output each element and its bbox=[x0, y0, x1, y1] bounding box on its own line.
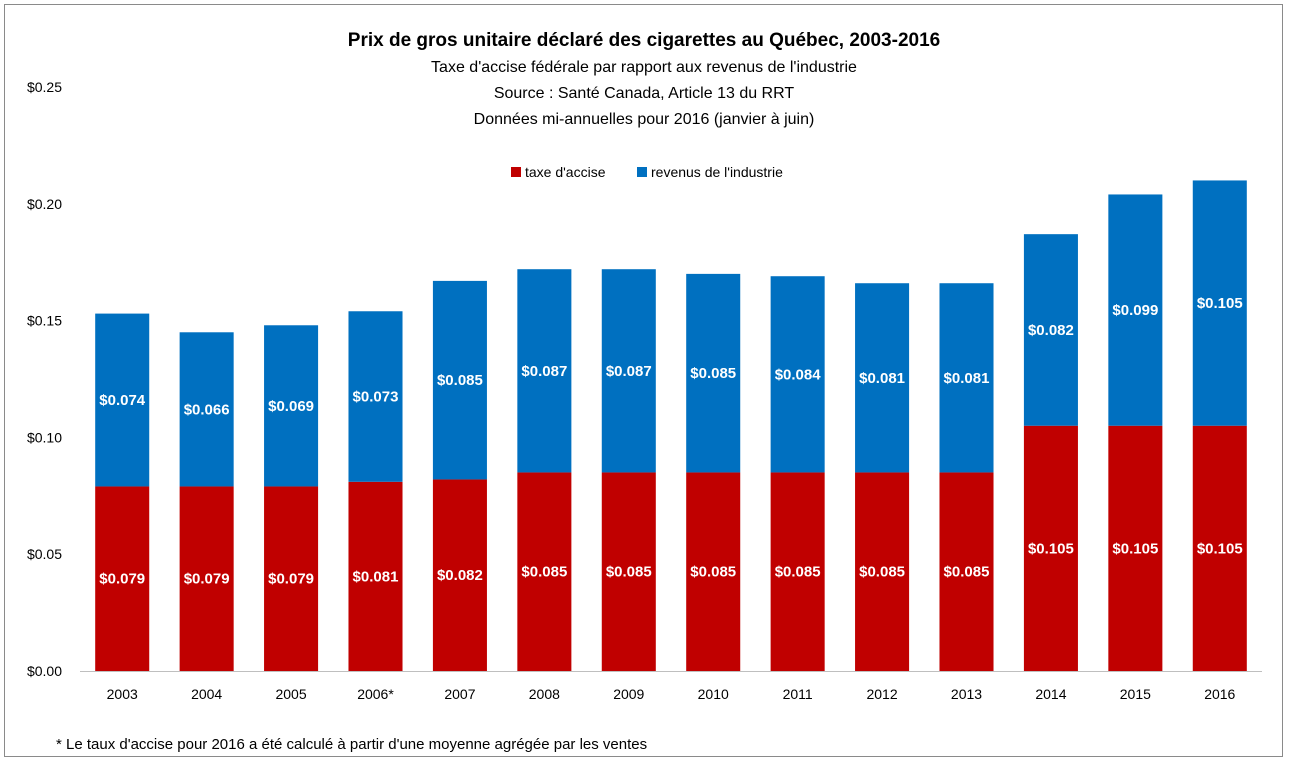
data-label-industry: $0.066 bbox=[184, 401, 230, 418]
bar-segment-industry bbox=[95, 313, 150, 487]
bar-segment-excise bbox=[855, 472, 910, 671]
x-tick-label: 2010 bbox=[698, 686, 729, 702]
bar-segment-excise bbox=[1192, 425, 1247, 671]
legend-label-excise: taxe d'accise bbox=[525, 164, 606, 180]
bar-segment-industry bbox=[264, 325, 319, 487]
x-tick-label: 2005 bbox=[275, 686, 306, 702]
data-label-excise: $0.079 bbox=[184, 571, 230, 588]
data-label-industry: $0.074 bbox=[99, 392, 146, 409]
data-label-industry: $0.085 bbox=[437, 372, 483, 389]
x-tick-label: 2016 bbox=[1204, 686, 1235, 702]
bar-segment-industry bbox=[179, 332, 234, 487]
bar-segment-excise bbox=[95, 486, 150, 671]
bars: $0.079 $0.074 $0.079 $0.066 $0.079 $0.069 $0.0… bbox=[95, 180, 1247, 671]
bar-segment-excise bbox=[432, 479, 487, 671]
bar-segment-excise bbox=[264, 486, 319, 671]
data-label-industry: $0.085 bbox=[690, 365, 736, 382]
bar-segment-excise bbox=[1023, 425, 1078, 671]
x-tick-label: 2015 bbox=[1120, 686, 1151, 702]
data-label-industry: $0.081 bbox=[859, 370, 905, 387]
bar-segment-industry bbox=[1192, 180, 1247, 426]
y-tick-label: $0.20 bbox=[27, 196, 62, 212]
bar-segment-industry bbox=[939, 283, 994, 473]
y-tick-label: $0.05 bbox=[27, 546, 62, 562]
bar-segment-industry bbox=[855, 283, 910, 473]
x-tick-label: 2008 bbox=[529, 686, 560, 702]
bar-segment-excise bbox=[517, 472, 572, 671]
x-tick-label: 2003 bbox=[107, 686, 138, 702]
y-tick-label: $0.25 bbox=[27, 79, 62, 95]
data-label-excise: $0.105 bbox=[1197, 540, 1243, 557]
bar-segment-excise bbox=[348, 481, 403, 671]
bar-segment-excise bbox=[770, 472, 825, 671]
y-tick-label: $0.15 bbox=[27, 313, 62, 329]
data-label-industry: $0.069 bbox=[268, 398, 314, 415]
y-tick-label: $0.00 bbox=[27, 663, 62, 679]
bar-segment-excise bbox=[686, 472, 741, 671]
x-tick-label: 2006* bbox=[357, 686, 394, 702]
data-label-industry: $0.082 bbox=[1028, 322, 1074, 339]
data-label-excise: $0.085 bbox=[775, 564, 821, 581]
data-label-excise: $0.105 bbox=[1028, 540, 1074, 557]
data-label-industry: $0.099 bbox=[1112, 302, 1158, 319]
x-tick-label: 2004 bbox=[191, 686, 222, 702]
data-label-excise: $0.085 bbox=[944, 564, 990, 581]
bar-segment-industry bbox=[686, 273, 741, 473]
bar-segment-excise bbox=[601, 472, 656, 671]
data-label-excise: $0.085 bbox=[690, 564, 736, 581]
bar-segment-industry bbox=[1108, 194, 1163, 426]
bar-segment-industry bbox=[601, 269, 656, 473]
data-label-excise: $0.079 bbox=[268, 571, 314, 588]
data-label-industry: $0.084 bbox=[775, 366, 822, 383]
x-axis: 2003 2004 2005 2006* 2007 2008 2009 2010 2011 201… bbox=[80, 671, 1262, 702]
x-tick-label: 2011 bbox=[783, 686, 813, 702]
data-label-excise: $0.082 bbox=[437, 567, 483, 584]
x-tick-label: 2012 bbox=[866, 686, 897, 702]
bar-segment-industry bbox=[348, 311, 403, 482]
data-label-excise: $0.079 bbox=[99, 571, 145, 588]
legend-swatch-excise bbox=[511, 167, 521, 177]
bar-segment-industry bbox=[1023, 234, 1078, 426]
legend-swatch-industry bbox=[637, 167, 647, 177]
x-tick-label: 2007 bbox=[444, 686, 475, 702]
bar-segment-excise bbox=[179, 486, 234, 671]
data-label-excise: $0.105 bbox=[1112, 540, 1158, 557]
bar-segment-industry bbox=[770, 276, 825, 473]
data-label-industry: $0.087 bbox=[521, 363, 567, 380]
bar-segment-excise bbox=[1108, 425, 1163, 671]
x-tick-label: 2014 bbox=[1035, 686, 1066, 702]
data-label-excise: $0.085 bbox=[606, 564, 652, 581]
legend: taxe d'accise revenus de l'industrie bbox=[511, 164, 783, 180]
data-label-industry: $0.073 bbox=[353, 389, 399, 406]
legend-label-industry: revenus de l'industrie bbox=[651, 164, 783, 180]
data-label-excise: $0.085 bbox=[859, 564, 905, 581]
footnote: * Le taux d'accise pour 2016 a été calcu… bbox=[56, 736, 647, 753]
x-tick-label: 2009 bbox=[613, 686, 644, 702]
data-label-industry: $0.081 bbox=[944, 370, 990, 387]
bar-segment-excise bbox=[939, 472, 994, 671]
data-label-excise: $0.085 bbox=[521, 564, 567, 581]
data-label-excise: $0.081 bbox=[353, 568, 399, 585]
chart-subtitle-2: Source : Santé Canada, Article 13 du RRT bbox=[494, 85, 795, 102]
chart-subtitle-3: Données mi-annuelles pour 2016 (janvier … bbox=[474, 111, 815, 128]
y-axis: $0.00 $0.05 $0.10 $0.15 $0.20 $0.25 bbox=[27, 79, 62, 679]
chart-title: Prix de gros unitaire déclaré des cigare… bbox=[348, 30, 940, 51]
data-label-industry: $0.105 bbox=[1197, 295, 1243, 312]
bar-segment-industry bbox=[432, 280, 487, 480]
bar-segment-industry bbox=[517, 269, 572, 473]
data-label-industry: $0.087 bbox=[606, 363, 652, 380]
x-tick-label: 2013 bbox=[951, 686, 982, 702]
chart-subtitle-1: Taxe d'accise fédérale par rapport aux r… bbox=[431, 59, 857, 76]
y-tick-label: $0.10 bbox=[27, 429, 62, 445]
